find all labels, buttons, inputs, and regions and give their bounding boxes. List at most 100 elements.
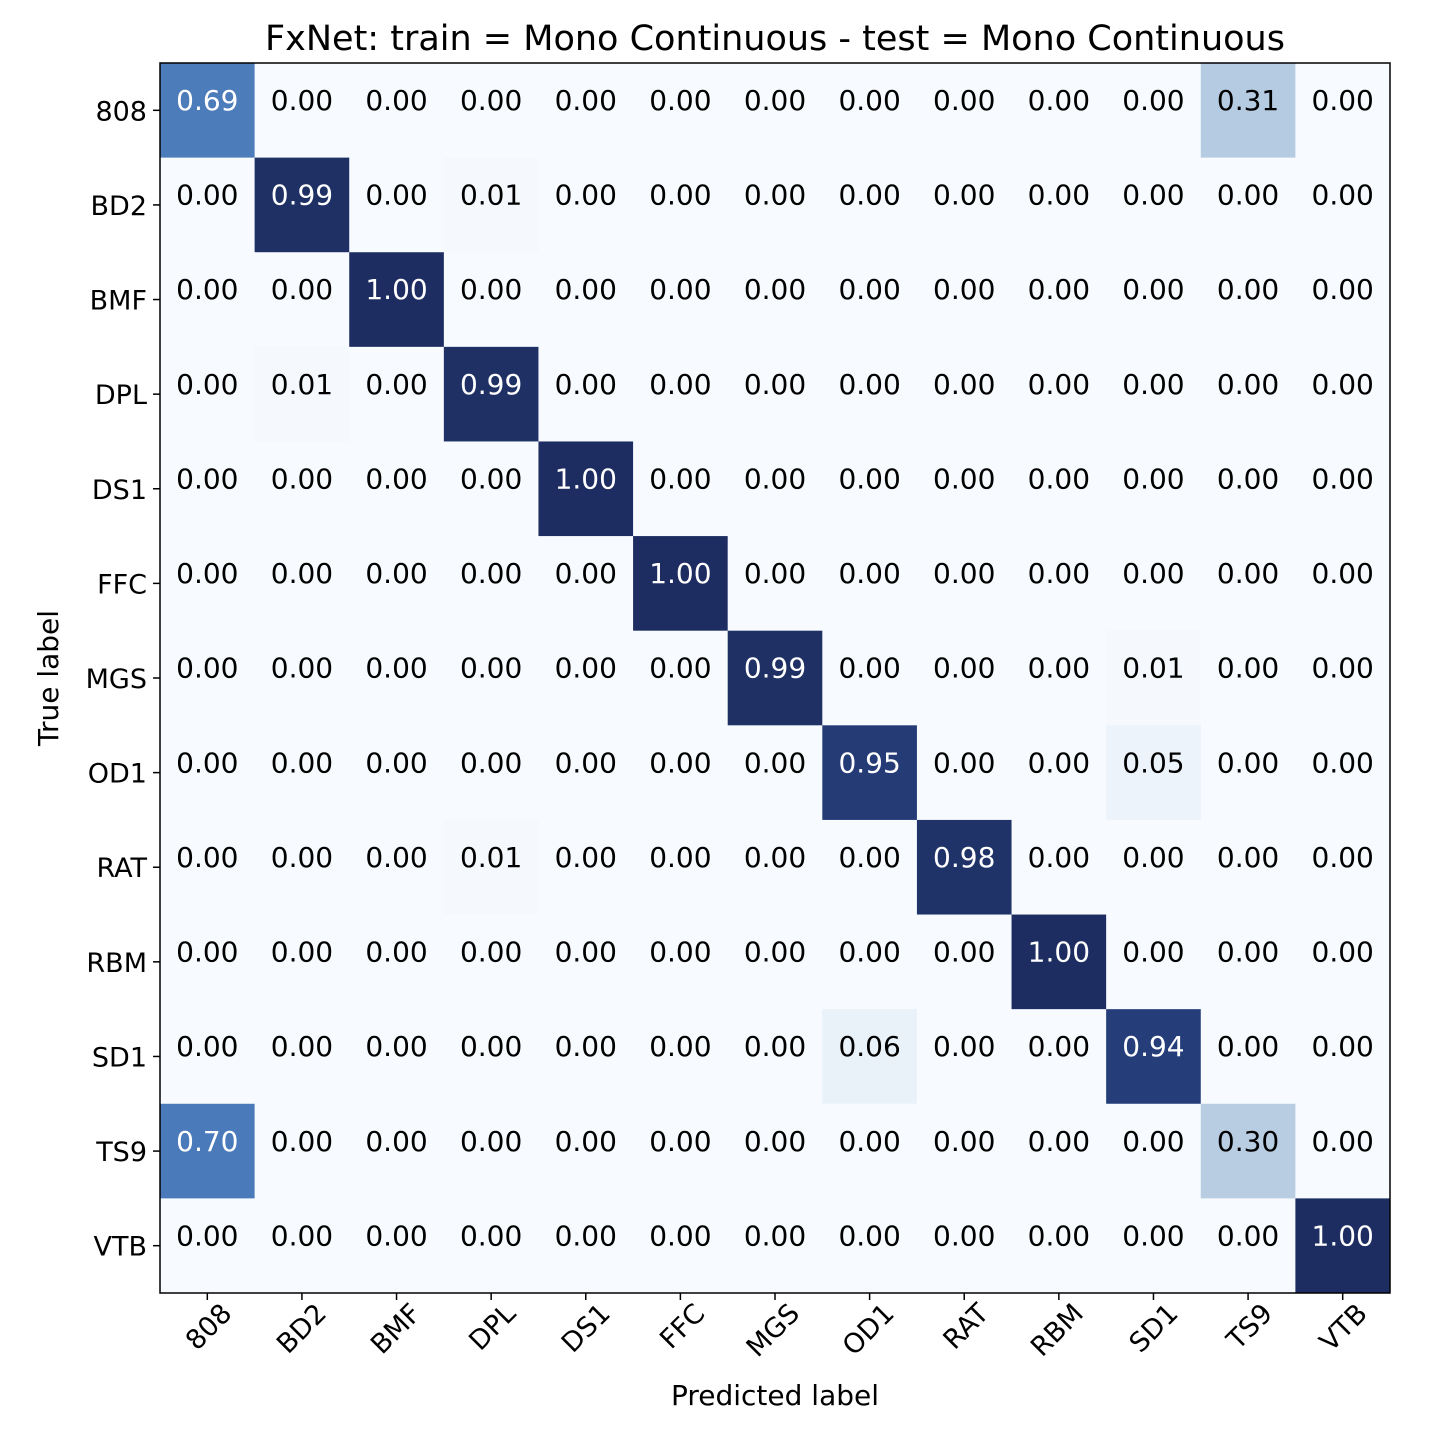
heatmap-cell-DPL-FFC — [633, 346, 729, 442]
cell-value-DPL-OD1: 0.00 — [838, 368, 900, 401]
cell-value-808-SD1: 0.00 — [1122, 84, 1184, 117]
cell-value-808-DPL: 0.00 — [460, 84, 522, 117]
cell-value-RBM-MGS: 0.00 — [744, 936, 806, 969]
cell-value-RAT-RBM: 0.00 — [1028, 841, 1090, 874]
heatmap-cell-DS1-RBM — [1011, 441, 1107, 537]
heatmap-cell-MGS-808 — [160, 630, 256, 726]
cell-value-FFC-RAT: 0.00 — [933, 557, 995, 590]
heatmap-cell-VTB-MGS — [727, 1198, 823, 1294]
heatmap-cell-SD1-VTB — [1295, 1009, 1391, 1105]
heatmap-cell-DS1-TS9 — [1200, 441, 1296, 537]
heatmap-cell-TS9-BD2 — [254, 1103, 350, 1199]
cell-value-RBM-BD2: 0.00 — [271, 936, 333, 969]
heatmap-cell-SD1-DS1 — [538, 1009, 634, 1105]
heatmap-cell-OD1-BD2 — [254, 725, 350, 821]
cell-value-MGS-FFC: 0.00 — [649, 652, 711, 685]
heatmap-cell-RAT-FFC — [633, 819, 729, 916]
heatmap-cell-DS1-FFC — [633, 441, 729, 537]
heatmap-cell-RBM-VTB — [1295, 914, 1391, 1010]
x-tick-label-RAT: RAT — [938, 1298, 996, 1356]
cell-value-DPL-VTB: 0.00 — [1312, 368, 1374, 401]
cell-value-BD2-FFC: 0.00 — [649, 179, 711, 212]
cell-value-808-BD2: 0.00 — [271, 84, 333, 117]
heatmap-cell-FFC-DS1 — [538, 536, 634, 632]
heatmap-cell-BD2-BMF — [349, 157, 445, 253]
heatmap-cell-FFC-MGS — [727, 536, 823, 632]
cell-value-DS1-FFC: 0.00 — [649, 462, 711, 495]
cell-value-RBM-TS9: 0.00 — [1217, 936, 1279, 969]
cell-value-FFC-DS1: 0.00 — [555, 557, 617, 590]
heatmap-cell-DPL-RAT — [916, 346, 1013, 442]
cell-value-SD1-RAT: 0.00 — [933, 1030, 995, 1063]
cell-value-OD1-BD2: 0.00 — [271, 746, 333, 779]
heatmap-cell-DS1-OD1 — [822, 441, 918, 537]
heatmap-cell-TS9-BMF — [349, 1103, 445, 1199]
heatmap-cell-808-FFC — [633, 63, 729, 159]
heatmap-cell-BMF-RBM — [1011, 252, 1107, 348]
heatmap-cell-RAT-OD1 — [822, 819, 918, 916]
cell-value-BMF-TS9: 0.00 — [1217, 273, 1279, 306]
cell-value-OD1-DPL: 0.00 — [460, 746, 522, 779]
cell-value-OD1-TS9: 0.00 — [1217, 746, 1279, 779]
heatmap-cell-FFC-808 — [160, 536, 256, 632]
heatmap-cell-DPL-808 — [160, 346, 256, 442]
cell-value-BMF-BD2: 0.00 — [271, 273, 333, 306]
cell-value-RAT-DS1: 0.00 — [555, 841, 617, 874]
cell-value-DPL-TS9: 0.00 — [1217, 368, 1279, 401]
heatmap-cell-FFC-BD2 — [254, 536, 350, 632]
heatmap-cell-MGS-DPL — [443, 630, 539, 726]
cell-value-FFC-DPL: 0.00 — [460, 557, 522, 590]
heatmap-cell-FFC-OD1 — [822, 536, 918, 632]
cell-value-BD2-OD1: 0.00 — [838, 179, 900, 212]
heatmap-cell-RBM-OD1 — [822, 914, 918, 1010]
cell-value-OD1-BMF: 0.00 — [365, 746, 427, 779]
cell-value-RAT-BMF: 0.00 — [365, 841, 427, 874]
cell-value-808-BMF: 0.00 — [365, 84, 427, 117]
heatmap-cell-DPL-SD1 — [1106, 346, 1202, 442]
heatmap-cell-SD1-BD2 — [254, 1009, 350, 1105]
cell-value-VTB-808: 0.00 — [176, 1219, 238, 1252]
cell-value-SD1-RBM: 0.00 — [1028, 1030, 1090, 1063]
cell-value-TS9-MGS: 0.00 — [744, 1125, 806, 1158]
cell-value-SD1-OD1: 0.06 — [838, 1030, 900, 1063]
heatmap-cell-RBM-DS1 — [538, 914, 634, 1010]
heatmap-cell-BD2-SD1 — [1106, 157, 1202, 253]
cell-value-BD2-RBM: 0.00 — [1028, 179, 1090, 212]
x-tick-label-MGS: MGS — [741, 1298, 806, 1363]
heatmap-cell-RAT-BD2 — [254, 819, 350, 916]
heatmap-cell-OD1-SD1 — [1106, 725, 1202, 821]
y-tick-label-RAT: RAT — [96, 853, 147, 884]
cell-value-MGS-DPL: 0.00 — [460, 652, 522, 685]
heatmap-cell-MGS-BMF — [349, 630, 445, 726]
heatmap-cell-OD1-BMF — [349, 725, 445, 821]
cell-value-RAT-RAT: 0.98 — [933, 841, 995, 874]
heatmap-cell-RBM-BD2 — [254, 914, 350, 1010]
cell-value-DS1-TS9: 0.00 — [1217, 462, 1279, 495]
cell-value-RAT-808: 0.00 — [176, 841, 238, 874]
x-tick-label-SD1: SD1 — [1124, 1298, 1185, 1359]
cell-value-SD1-VTB: 0.00 — [1312, 1030, 1374, 1063]
heatmap-cell-VTB-DPL — [443, 1198, 539, 1294]
cell-value-DPL-RAT: 0.00 — [933, 368, 995, 401]
y-tick-label-VTB: VTB — [94, 1232, 148, 1263]
heatmap-cell-SD1-FFC — [633, 1009, 729, 1105]
heatmap-cell-BD2-DS1 — [538, 157, 634, 253]
cell-value-RBM-VTB: 0.00 — [1312, 936, 1374, 969]
heatmap-cell-BMF-MGS — [727, 252, 823, 348]
cell-value-MGS-OD1: 0.00 — [838, 652, 900, 685]
cell-value-BMF-VTB: 0.00 — [1312, 273, 1374, 306]
x-tick-label-808: 808 — [180, 1298, 238, 1356]
heatmap-cell-VTB-BMF — [349, 1198, 445, 1294]
heatmap-cell-VTB-BD2 — [254, 1198, 350, 1294]
cell-value-TS9-FFC: 0.00 — [649, 1125, 711, 1158]
cell-value-FFC-808: 0.00 — [176, 557, 238, 590]
heatmap-cell-OD1-DPL — [443, 725, 539, 821]
cell-value-RAT-TS9: 0.00 — [1217, 841, 1279, 874]
cell-value-OD1-VTB: 0.00 — [1312, 746, 1374, 779]
x-tick-label-FFC: FFC — [654, 1298, 711, 1355]
heatmap-cell-RAT-TS9 — [1200, 819, 1296, 916]
heatmap-cell-OD1-TS9 — [1200, 725, 1296, 821]
y-tick-label-DPL: DPL — [95, 380, 147, 411]
heatmap-cell-RBM-MGS — [727, 914, 823, 1010]
x-axis-label: Predicted label — [671, 1379, 879, 1412]
